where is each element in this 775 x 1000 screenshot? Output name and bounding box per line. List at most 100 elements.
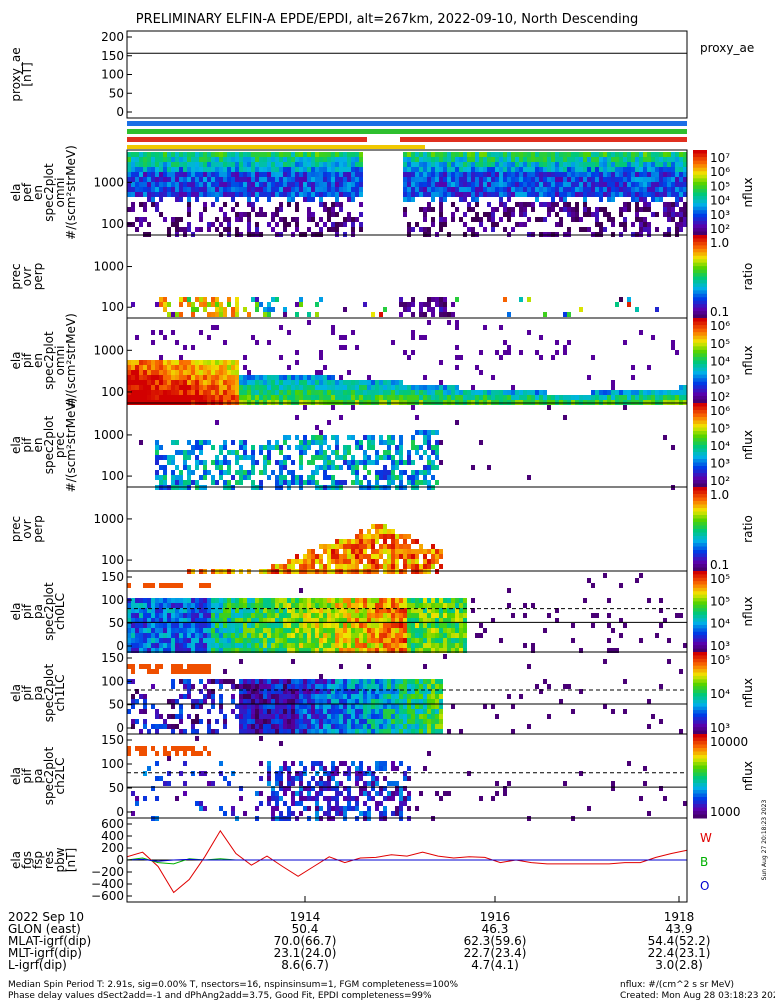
heatmap-cell [463, 152, 467, 157]
heatmap-cell [427, 390, 431, 395]
heatmap-cell [155, 440, 159, 445]
heatmap-cell [487, 172, 491, 177]
heatmap-cell [539, 355, 543, 360]
heatmap-cell [143, 187, 147, 192]
heatmap-cell [419, 628, 423, 633]
heatmap-cell [219, 380, 223, 385]
heatmap-cell [295, 613, 299, 618]
heatmap-cell [467, 395, 471, 400]
colorbar-swatch [693, 539, 707, 544]
heatmap-cell [191, 729, 195, 734]
heatmap-cell [359, 157, 363, 162]
heatmap-cell [671, 162, 675, 167]
heatmap-cell [223, 375, 227, 380]
heatmap-cell [175, 385, 179, 390]
colorbar-swatch [693, 279, 707, 284]
heatmap-cell [191, 390, 195, 395]
heatmap-cell [263, 608, 267, 613]
heatmap-cell [215, 455, 219, 460]
heatmap-cell [343, 182, 347, 187]
heatmap-cell [423, 559, 427, 564]
heatmap-cell [311, 460, 315, 465]
heatmap-cell [195, 699, 199, 704]
heatmap-cell [279, 460, 283, 465]
heatmap-cell [643, 152, 647, 157]
heatmap-cell [167, 192, 171, 197]
heatmap-cell [655, 167, 659, 172]
y-axis-label-word: ch0LC [53, 593, 67, 630]
heatmap-cell [167, 395, 171, 400]
heatmap-cell [427, 302, 431, 307]
heatmap-cell [255, 187, 259, 192]
heatmap-cell [203, 664, 207, 669]
heatmap-cell [379, 648, 383, 653]
heatmap-cell [279, 643, 283, 648]
heatmap-cell [491, 182, 495, 187]
heatmap-cell [327, 704, 331, 709]
heatmap-cell [319, 385, 323, 390]
heatmap-cell [387, 470, 391, 475]
heatmap-cell [343, 152, 347, 157]
heatmap-cell [135, 360, 139, 365]
heatmap-cell [295, 395, 299, 400]
heatmap-cell [403, 177, 407, 182]
heatmap-cell [187, 608, 191, 613]
heatmap-cell [139, 390, 143, 395]
heatmap-cell [255, 729, 259, 734]
heatmap-cell [283, 172, 287, 177]
heatmap-cell [143, 385, 147, 390]
heatmap-cell [131, 360, 135, 365]
heatmap-cell [275, 207, 279, 212]
heatmap-cell [327, 549, 331, 554]
heatmap-cell [463, 197, 467, 202]
heatmap-cell [231, 709, 235, 714]
heatmap-cell [155, 385, 159, 390]
heatmap-cell [395, 564, 399, 569]
heatmap-cell [279, 613, 283, 618]
heatmap-cell [187, 684, 191, 689]
heatmap-cell [135, 157, 139, 162]
heatmap-cell [231, 475, 235, 480]
heatmap-cell [275, 694, 279, 699]
heatmap-cell [439, 227, 443, 232]
heatmap-cell [367, 534, 371, 539]
heatmap-cell [147, 643, 151, 648]
heatmap-cell [603, 172, 607, 177]
heatmap-cell [175, 172, 179, 177]
heatmap-cell [603, 177, 607, 182]
heatmap-cell [195, 603, 199, 608]
heatmap-cell [423, 227, 427, 232]
colorbar-swatch [693, 574, 707, 579]
heatmap-cell [387, 544, 391, 549]
heatmap-cell [527, 152, 531, 157]
heatmap-cell [211, 375, 215, 380]
heatmap-cell [235, 603, 239, 608]
heatmap-cell [271, 385, 275, 390]
heatmap-cell [239, 167, 243, 172]
heatmap-cell [411, 559, 415, 564]
heatmap-cell [311, 212, 315, 217]
heatmap-cell [431, 628, 435, 633]
heatmap-cell [215, 297, 219, 302]
heatmap-cell [147, 598, 151, 603]
heatmap-cell [603, 212, 607, 217]
heatmap-cell [531, 603, 535, 608]
heatmap-cell [403, 172, 407, 177]
heatmap-cell [307, 182, 311, 187]
heatmap-cell [655, 227, 659, 232]
heatmap-cell [603, 157, 607, 162]
heatmap-cell [283, 222, 287, 227]
heatmap-cell [379, 613, 383, 618]
heatmap-cell [259, 628, 263, 633]
heatmap-cell [619, 187, 623, 192]
heatmap-cell [223, 307, 227, 312]
heatmap-cell [135, 365, 139, 370]
heatmap-cell [179, 217, 183, 222]
heatmap-cell [255, 167, 259, 172]
heatmap-cell [331, 729, 335, 734]
heatmap-cell [323, 549, 327, 554]
colorbar-swatch [693, 594, 707, 599]
heatmap-cell [287, 445, 291, 450]
heatmap-cell [219, 307, 223, 312]
heatmap-cell [503, 162, 507, 167]
